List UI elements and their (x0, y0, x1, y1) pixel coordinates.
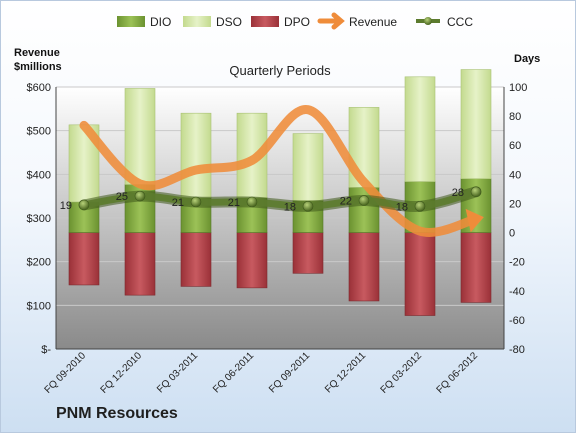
left-tick-label: $100 (27, 300, 51, 312)
bar-dpo (124, 232, 156, 296)
bar-dso (180, 112, 212, 198)
ccc-point (358, 195, 370, 206)
right-axis-title: Days (514, 53, 540, 65)
company-name: PNM Resources (56, 405, 178, 422)
ccc-data-label: 21 (172, 197, 184, 209)
right-tick-label: 40 (509, 169, 521, 181)
legend-label-revenue: Revenue (349, 15, 397, 29)
ccc-point (190, 196, 202, 208)
left-tick-label: $400 (27, 169, 51, 181)
ccc-data-label: 25 (116, 191, 128, 203)
ccc-data-label: 18 (284, 201, 296, 213)
category-tick-label: FQ 12-2011 (323, 350, 368, 395)
right-tick-label: 20 (509, 198, 521, 210)
right-tick-label: -40 (509, 286, 525, 298)
revenue-line (79, 105, 481, 237)
bar-dso (124, 88, 156, 185)
ccc-point (470, 186, 482, 198)
ccc-data-label: 22 (340, 196, 352, 208)
legend-swatch-ccc-dot (424, 17, 432, 25)
bar-dpo (236, 232, 268, 289)
legend-label-dso: DSO (216, 15, 242, 29)
legend-label-ccc: CCC (447, 15, 473, 29)
ccc-data-label: 28 (452, 187, 464, 199)
right-tick-label: -60 (509, 315, 525, 327)
category-tick-label: FQ 06-2012 (435, 350, 481, 396)
right-tick-label: -20 (509, 257, 525, 269)
left-tick-label: $- (41, 344, 51, 356)
bars (68, 69, 492, 316)
right-tick-label: 0 (509, 228, 515, 240)
legend-label-dpo: DPO (284, 15, 310, 29)
category-tick-label: FQ 12-2010 (99, 350, 145, 396)
category-tick-label: FQ 09-2010 (43, 350, 89, 396)
left-axis-title-line2: $millions (14, 61, 62, 73)
bar-dso (460, 69, 492, 179)
left-axis-title-line1: Revenue (14, 47, 60, 59)
left-tick-label: $600 (27, 82, 51, 94)
chart-title: Quarterly Periods (229, 63, 331, 78)
left-tick-label: $500 (27, 126, 51, 138)
category-tick-label: FQ 03-2012 (379, 350, 425, 396)
category-tick-label: FQ 09-2011 (267, 350, 312, 395)
bar-dso (292, 133, 324, 201)
right-tick-label: 80 (509, 111, 521, 123)
bar-dpo (348, 232, 380, 302)
legend-swatch-dpo (251, 16, 279, 27)
legend: DIO DSO DPO Revenue CCC (117, 12, 473, 30)
revenue-arrow-icon (465, 208, 484, 233)
bar-dso (404, 76, 436, 182)
bar-dpo (180, 232, 212, 287)
right-tick-label: -80 (509, 344, 525, 356)
ccc-point (414, 201, 426, 212)
bar-dpo (460, 232, 492, 303)
ccc-data-label: 18 (396, 201, 408, 213)
ccc-data-label: 19 (60, 200, 72, 212)
category-tick-label: FQ 06-2011 (211, 350, 256, 395)
left-tick-label: $200 (27, 257, 51, 269)
bar-dpo (292, 232, 324, 274)
revenue-series (79, 105, 484, 237)
left-tick-label: $300 (27, 213, 51, 225)
category-tick-label: FQ 03-2011 (155, 350, 200, 395)
legend-swatch-revenue-arrow-icon (317, 12, 345, 30)
right-tick-label: 100 (509, 82, 527, 94)
right-tick-label: 60 (509, 140, 521, 152)
ccc-data-label: 21 (228, 197, 240, 209)
bar-dpo (68, 232, 100, 286)
legend-swatch-dio (117, 16, 145, 27)
ccc-point (134, 190, 146, 202)
ccc-point (78, 199, 90, 211)
legend-swatch-dso (183, 16, 211, 27)
ccc-point (246, 196, 258, 208)
ccc-point (302, 201, 314, 212)
legend-label-dio: DIO (150, 15, 171, 29)
ccc-series: 19 25 21 21 18 22 18 28 (60, 186, 482, 213)
bar-dpo (404, 232, 436, 316)
